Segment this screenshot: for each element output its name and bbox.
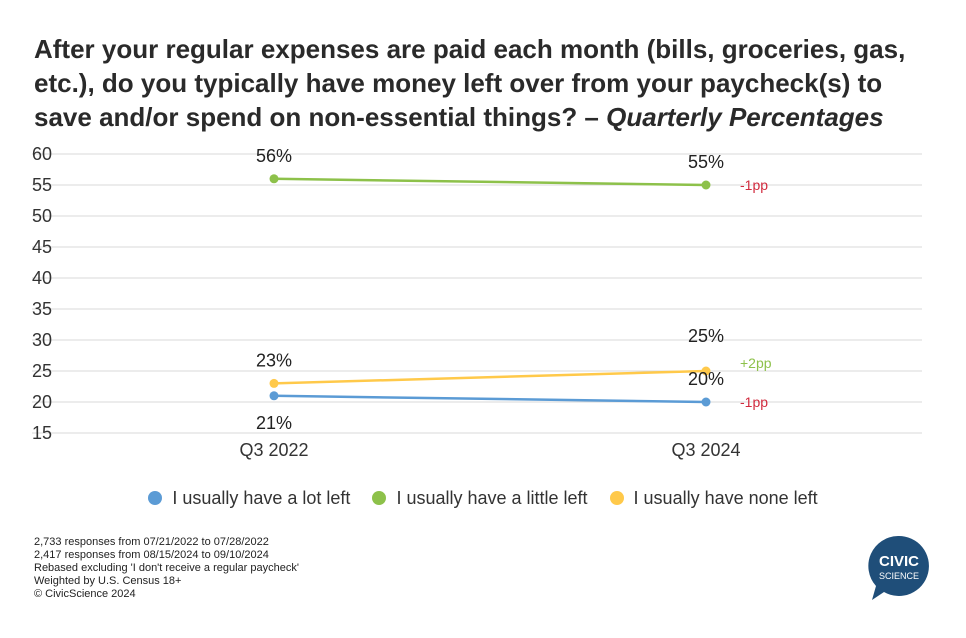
x-tick-label-1: Q3 2024 [671,440,740,460]
data-label-a_lot-1: 20% [688,369,724,389]
y-tick-label-60: 60 [32,144,52,164]
point-a_little-1 [701,180,711,190]
y-tick-label-20: 20 [32,392,52,412]
y-tick-label-35: 35 [32,299,52,319]
y-axis-ticks: 15 20 25 30 35 40 45 50 55 60 [32,144,52,443]
civicscience-logo: CIVIC SCIENCE [868,535,929,600]
title-main: After your regular expenses are paid eac… [34,34,906,132]
change-label-a_lot: -1pp [740,394,768,410]
y-tick-label-40: 40 [32,268,52,288]
legend-item-a-little: I usually have a little left [372,487,588,509]
grid-lines [32,153,922,434]
legend: I usually have a lot left I usually have… [0,485,966,511]
point-a_lot-0 [269,391,279,401]
logo-speech-bubble [868,535,929,600]
legend-label-none: I usually have none left [633,487,818,508]
series-lines [269,174,711,407]
legend-item-none: I usually have none left [609,487,818,509]
data-label-none-1: 25% [688,326,724,346]
data-label-a_little-0: 56% [256,146,292,166]
point-none-1 [701,366,711,376]
line-a_little [273,177,707,187]
legend-label-a-lot: I usually have a lot left [172,487,351,508]
logo-text-science: SCIENCE [879,571,919,581]
footnote-rebased: Rebased excluding 'I don't receive a reg… [34,562,299,574]
data-label-a_lot-0: 21% [256,413,292,433]
data-labels: 21% 20% -1pp 56% 55% -1pp 23% 25% +2pp [256,146,772,433]
y-tick-label-50: 50 [32,206,52,226]
footnote-responses-2022: 2,733 responses from 07/21/2022 to 07/28… [34,536,269,548]
y-tick-label-30: 30 [32,330,52,350]
line-a_lot [273,394,707,404]
footnotes: 2,733 responses from 07/21/2022 to 07/28… [34,536,299,601]
point-a_lot-1 [701,397,711,407]
x-tick-label-0: Q3 2022 [239,440,308,460]
logo-text-civic: CIVIC [879,553,919,570]
line-none [273,369,707,385]
chart-title: After your regular expenses are paid eac… [34,32,944,134]
legend-marker-a-little [372,491,387,505]
x-axis-ticks: Q3 2022 Q3 2024 [239,440,740,460]
change-label-a_little: -1pp [740,177,768,193]
y-tick-label-45: 45 [32,237,52,257]
legend-marker-none [609,491,624,505]
footnote-responses-2024: 2,417 responses from 08/15/2024 to 09/10… [34,549,269,561]
y-tick-label-25: 25 [32,361,52,381]
legend-marker-a-lot [148,491,163,505]
legend-item-a-lot: I usually have a lot left [148,488,350,509]
y-tick-label-15: 15 [32,423,52,443]
data-label-none-0: 23% [256,350,292,370]
footnote-copyright: © CivicScience 2024 [34,588,136,600]
y-tick-label-55: 55 [32,175,52,195]
point-a_little-0 [269,174,279,184]
title-subtitle: Quarterly Percentages [606,102,884,132]
point-none-0 [269,378,279,388]
change-label-none: +2pp [740,355,772,371]
footnote-weighting: Weighted by U.S. Census 18+ [34,575,182,587]
data-label-a_little-1: 55% [688,152,724,172]
legend-label-a-little: I usually have a little left [396,487,588,508]
